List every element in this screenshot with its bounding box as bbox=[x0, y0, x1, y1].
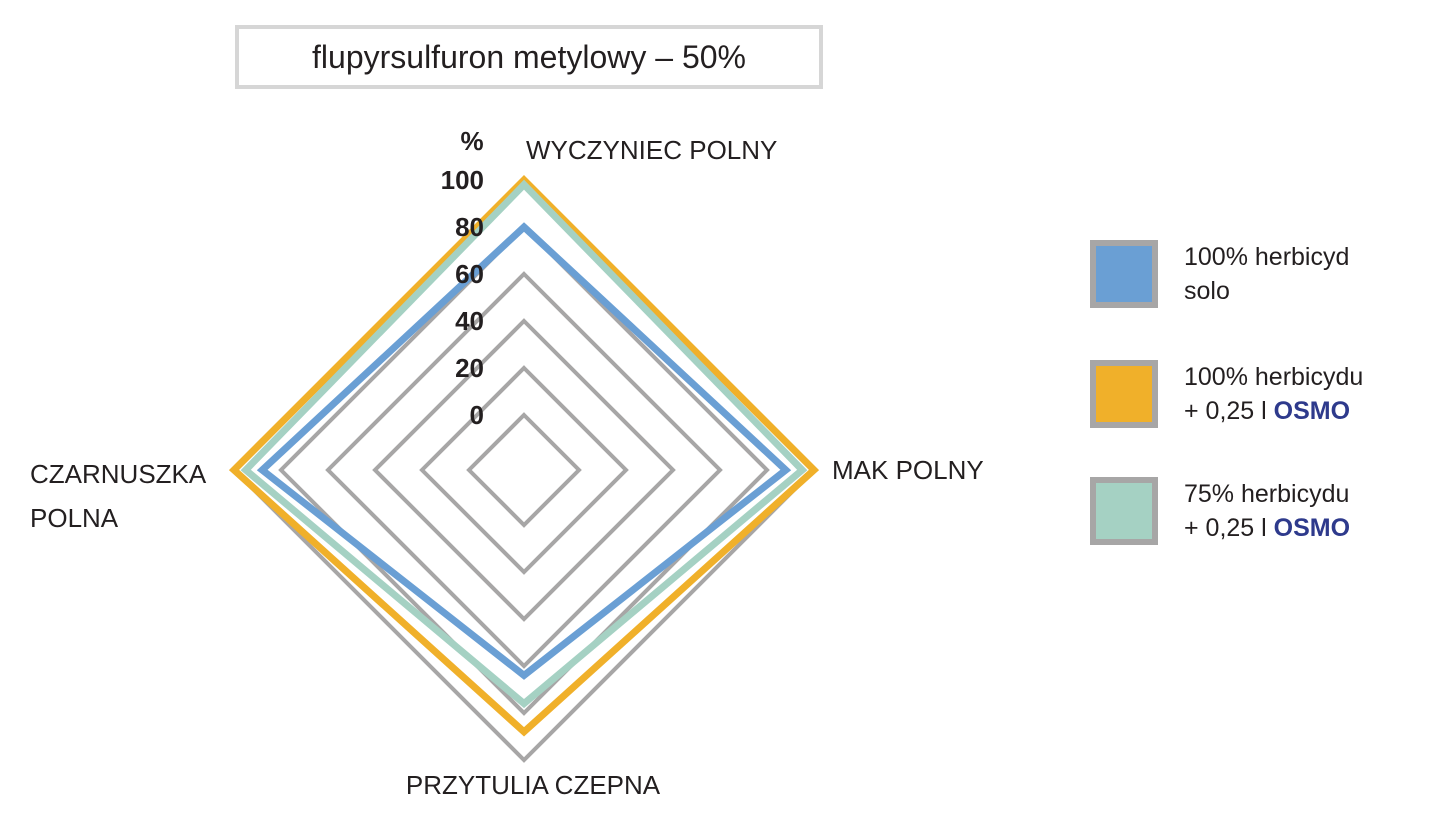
legend-swatch-1 bbox=[1090, 240, 1158, 308]
legend-label-3: 75% herbicydu + 0,25 l OSMO bbox=[1184, 477, 1350, 545]
legend-label-3-line1: 75% herbicydu bbox=[1184, 480, 1350, 508]
legend-swatch-2 bbox=[1090, 360, 1158, 428]
tick-label-80: 80 bbox=[455, 212, 484, 242]
label-layer: 0 20 40 60 80 100% WYCZYNIEC POLNY MAK POLNY PRZ… bbox=[30, 126, 984, 800]
legend-label-2: 100% herbicydu + 0,25 l OSMO bbox=[1184, 360, 1363, 428]
series-line-1 bbox=[256, 222, 792, 680]
legend-label-1: 100% herbicyd solo bbox=[1184, 240, 1349, 308]
axis-label-1: WYCZYNIEC POLNY bbox=[526, 135, 777, 165]
grid-ring-0 bbox=[466, 412, 582, 528]
legend-label-2-line1: 100% herbicydu bbox=[1184, 363, 1364, 391]
legend-brand-3: OSMO bbox=[1273, 514, 1351, 542]
axis-label-4: CZARNUSZKA POLNA bbox=[30, 459, 207, 533]
legend-brand-2: OSMO bbox=[1273, 397, 1351, 425]
legend-item-1: 100% herbicyd solo bbox=[1090, 240, 1349, 308]
grid-ring-20 bbox=[419, 365, 629, 575]
legend-swatch-3 bbox=[1090, 477, 1158, 545]
legend-label-3-line2: + 0,25 l bbox=[1184, 514, 1274, 542]
axis-label-3: PRZYTULIA CZEPNA bbox=[406, 770, 661, 800]
series-line-3 bbox=[240, 179, 808, 709]
legend-label-1-line2: solo bbox=[1184, 277, 1230, 305]
legend-label-1-line1: 100% herbicyd bbox=[1184, 243, 1350, 271]
series-layer bbox=[228, 175, 820, 737]
tick-label-60: 60 bbox=[455, 259, 484, 289]
legend-label-2-line2: + 0,25 l bbox=[1184, 397, 1274, 425]
grid-ring-40 bbox=[372, 318, 676, 622]
legend-item-3: 75% herbicydu + 0,25 l OSMO bbox=[1090, 477, 1350, 545]
grid-ring-80 bbox=[278, 224, 770, 716]
grid-ring-60 bbox=[325, 271, 723, 669]
tick-label-100: 100 bbox=[441, 165, 484, 195]
series-line-2 bbox=[228, 175, 820, 737]
axis-label-2: MAK POLNY bbox=[832, 455, 984, 485]
tick-label-0: 0 bbox=[470, 400, 484, 430]
tick-label-20: 20 bbox=[455, 353, 484, 383]
legend-item-2: 100% herbicydu + 0,25 l OSMO bbox=[1090, 360, 1363, 428]
unit-label: % bbox=[460, 126, 483, 156]
chart-title: flupyrsulfuron metylowy – 50% bbox=[235, 25, 823, 89]
tick-label-40: 40 bbox=[455, 306, 484, 336]
